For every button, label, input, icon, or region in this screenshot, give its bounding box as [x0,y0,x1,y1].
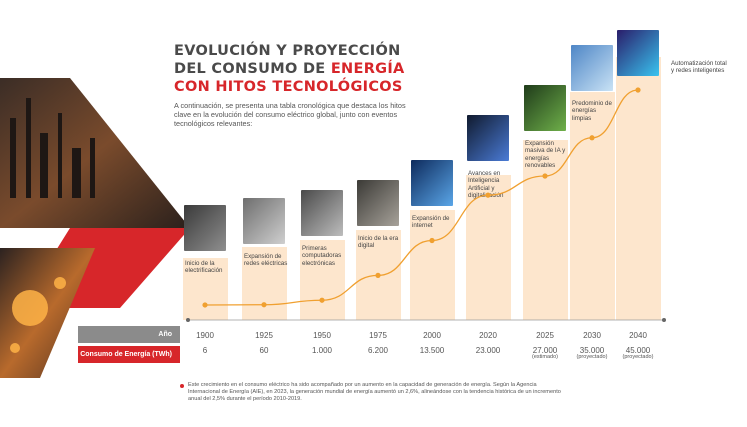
milestone-bar [615,57,661,320]
consumption-value-label: 35.000 [579,346,605,355]
milestone-image [571,45,613,91]
title-accent: ENERGÍA [330,61,405,77]
milestone-image [617,30,659,76]
year-tick-label: 2000 [423,331,441,340]
axis-end-dot [662,318,666,322]
consumption-value-label: 13.500 [419,346,445,355]
milestone-bar [182,258,228,320]
milestone-label: Inicio de la electrificación [185,260,223,275]
milestone-bar [241,247,287,320]
consumption-note: (estimado) [532,354,558,360]
milestone-label: Inicio de la era digital [358,235,399,250]
milestone-label: Predominio de energías limpias [572,100,612,122]
data-point [635,87,641,93]
year-tick-label: 1950 [313,331,331,340]
title-line-1: EVOLUCIÓN Y PROYECCIÓN [174,43,401,59]
milestone-image [411,160,453,206]
year-tick-label: 1925 [255,331,273,340]
intro-text: A continuación, se presenta una tabla cr… [174,101,406,128]
consumption-value-label: 60 [259,346,269,355]
year-row-label: Año [78,326,180,343]
year-tick-label: 2040 [629,331,647,340]
footnote-bullet [180,384,184,388]
milestone-bar [409,210,455,320]
milestone-label: Expansión masiva de IA y energías renova… [525,140,566,170]
consumption-value-label: 45.000 [625,346,651,355]
milestone-bar [299,240,345,320]
consumption-value-label: 23.000 [475,346,501,355]
milestone-image [357,180,399,226]
consumption-note: (proyectado) [576,354,608,360]
milestone-label: Expansión de internet [412,215,450,230]
milestone-bar [522,140,568,320]
year-tick-label: 2020 [479,331,497,340]
milestone-image [524,85,566,131]
data-point [429,237,435,244]
consumption-value-label: 6 [202,346,208,355]
data-point [375,272,381,278]
industrial-city-collage [0,78,190,378]
milestone-image [301,190,343,236]
data-point [542,173,548,179]
data-point [261,302,267,308]
data-point [202,302,208,308]
milestone-bar [465,175,511,320]
milestone-bar [569,92,615,320]
title-line-2: DEL CONSUMO DE [174,61,331,77]
year-tick-label: 1975 [369,331,387,340]
milestone-image [184,205,226,251]
page-title: EVOLUCIÓN Y PROYECCIÓN DEL CONSUMO DE EN… [174,42,474,96]
consumption-value-label: 27.000 [532,346,558,355]
year-tick-label: 2030 [583,331,601,340]
footnote: Este crecimiento en el consumo eléctrico… [188,382,561,403]
milestone-label: Primeras computadoras electrónicas [302,245,342,267]
axis-end-dot [186,318,190,322]
year-tick-label: 1900 [196,331,214,340]
data-point [589,135,595,141]
consumption-value-label: 6.200 [367,346,389,355]
year-tick-label: 2025 [536,331,554,340]
consumption-series-line [204,89,639,306]
consumption-note: (proyectado) [622,354,654,360]
data-point [319,297,325,303]
milestone-label: Automatización total y redes inteligente… [671,60,727,75]
consumption-value-label: 1.000 [311,346,333,355]
milestone-label: Expansión de redes eléctricas [244,253,288,268]
consumption-row-label: Consumo de Energía (TWh) [78,346,180,363]
data-point [485,192,491,198]
milestone-image [243,198,285,244]
milestone-image [467,115,509,161]
title-line-3: CON HITOS TECNOLÓGICOS [174,79,403,95]
